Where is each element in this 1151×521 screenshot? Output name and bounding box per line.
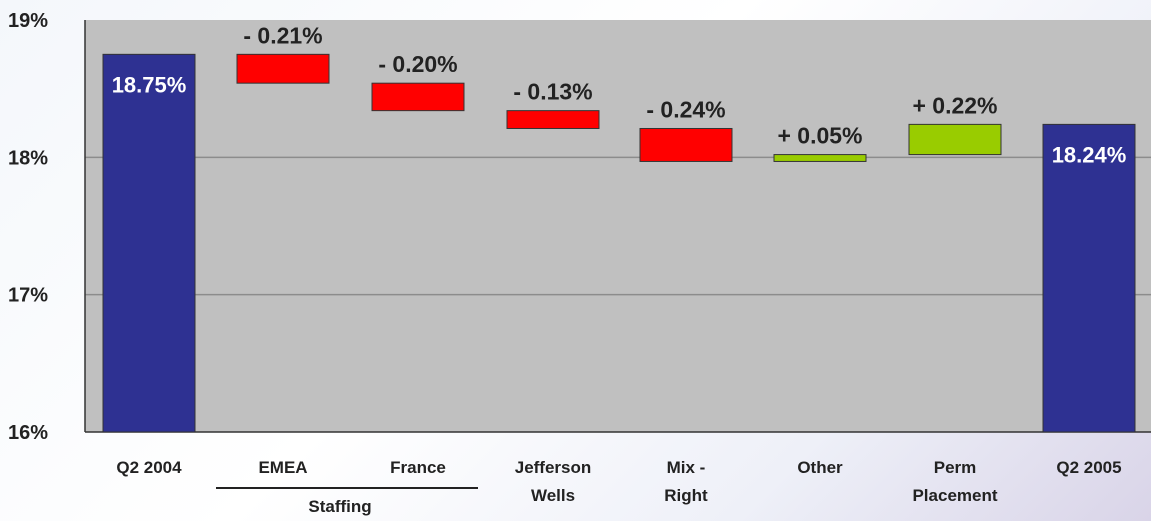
- gridlines: [85, 156, 1151, 296]
- delta-value-label: + 0.22%: [912, 92, 997, 118]
- x-category-label: Placement: [912, 486, 997, 505]
- bar-increase: [908, 123, 1002, 156]
- x-category-label: Mix -: [667, 458, 706, 477]
- x-category-label: Q2 2004: [116, 458, 182, 477]
- delta-value-label: - 0.13%: [513, 79, 592, 105]
- delta-value-label: - 0.21%: [243, 22, 322, 48]
- bar-decrease: [506, 110, 600, 129]
- group-label-staffing: Staffing: [308, 497, 371, 516]
- x-category-label: Q2 2005: [1056, 458, 1121, 477]
- bar-total: [1042, 123, 1136, 433]
- bar-increase: [773, 154, 867, 162]
- x-axis: Q2 2004 EMEA France Jefferson Wells Mix - Righ…: [116, 458, 1121, 505]
- x-category-label: France: [390, 458, 446, 477]
- y-tick-label: 18%: [8, 147, 48, 169]
- x-category-label: Wells: [531, 486, 575, 505]
- delta-value-label: - 0.20%: [378, 51, 457, 77]
- plot-area: [85, 20, 1151, 432]
- x-category-label: EMEA: [258, 458, 307, 477]
- y-axis: 19% 18% 17% 16%: [8, 10, 1151, 444]
- y-tick-label: 19%: [8, 10, 48, 32]
- y-tick-label: 16%: [8, 422, 48, 444]
- bars: 18.75% - 0.21% - 0.20% - 0.13% - 0.24% + 0.05…: [102, 22, 1136, 433]
- bar-total: [102, 53, 196, 433]
- delta-value-label: - 0.24%: [646, 96, 725, 122]
- x-category-label: Perm: [934, 458, 977, 477]
- x-category-label: Other: [797, 458, 843, 477]
- x-category-label: Jefferson: [515, 458, 592, 477]
- x-category-label: Right: [664, 486, 708, 505]
- total-value-label: 18.24%: [1052, 142, 1127, 167]
- delta-value-label: + 0.05%: [777, 123, 862, 149]
- bar-decrease: [236, 53, 330, 84]
- total-value-label: 18.75%: [112, 72, 187, 97]
- y-tick-label: 17%: [8, 285, 48, 307]
- bar-decrease: [371, 82, 465, 112]
- bar-decrease: [639, 127, 733, 162]
